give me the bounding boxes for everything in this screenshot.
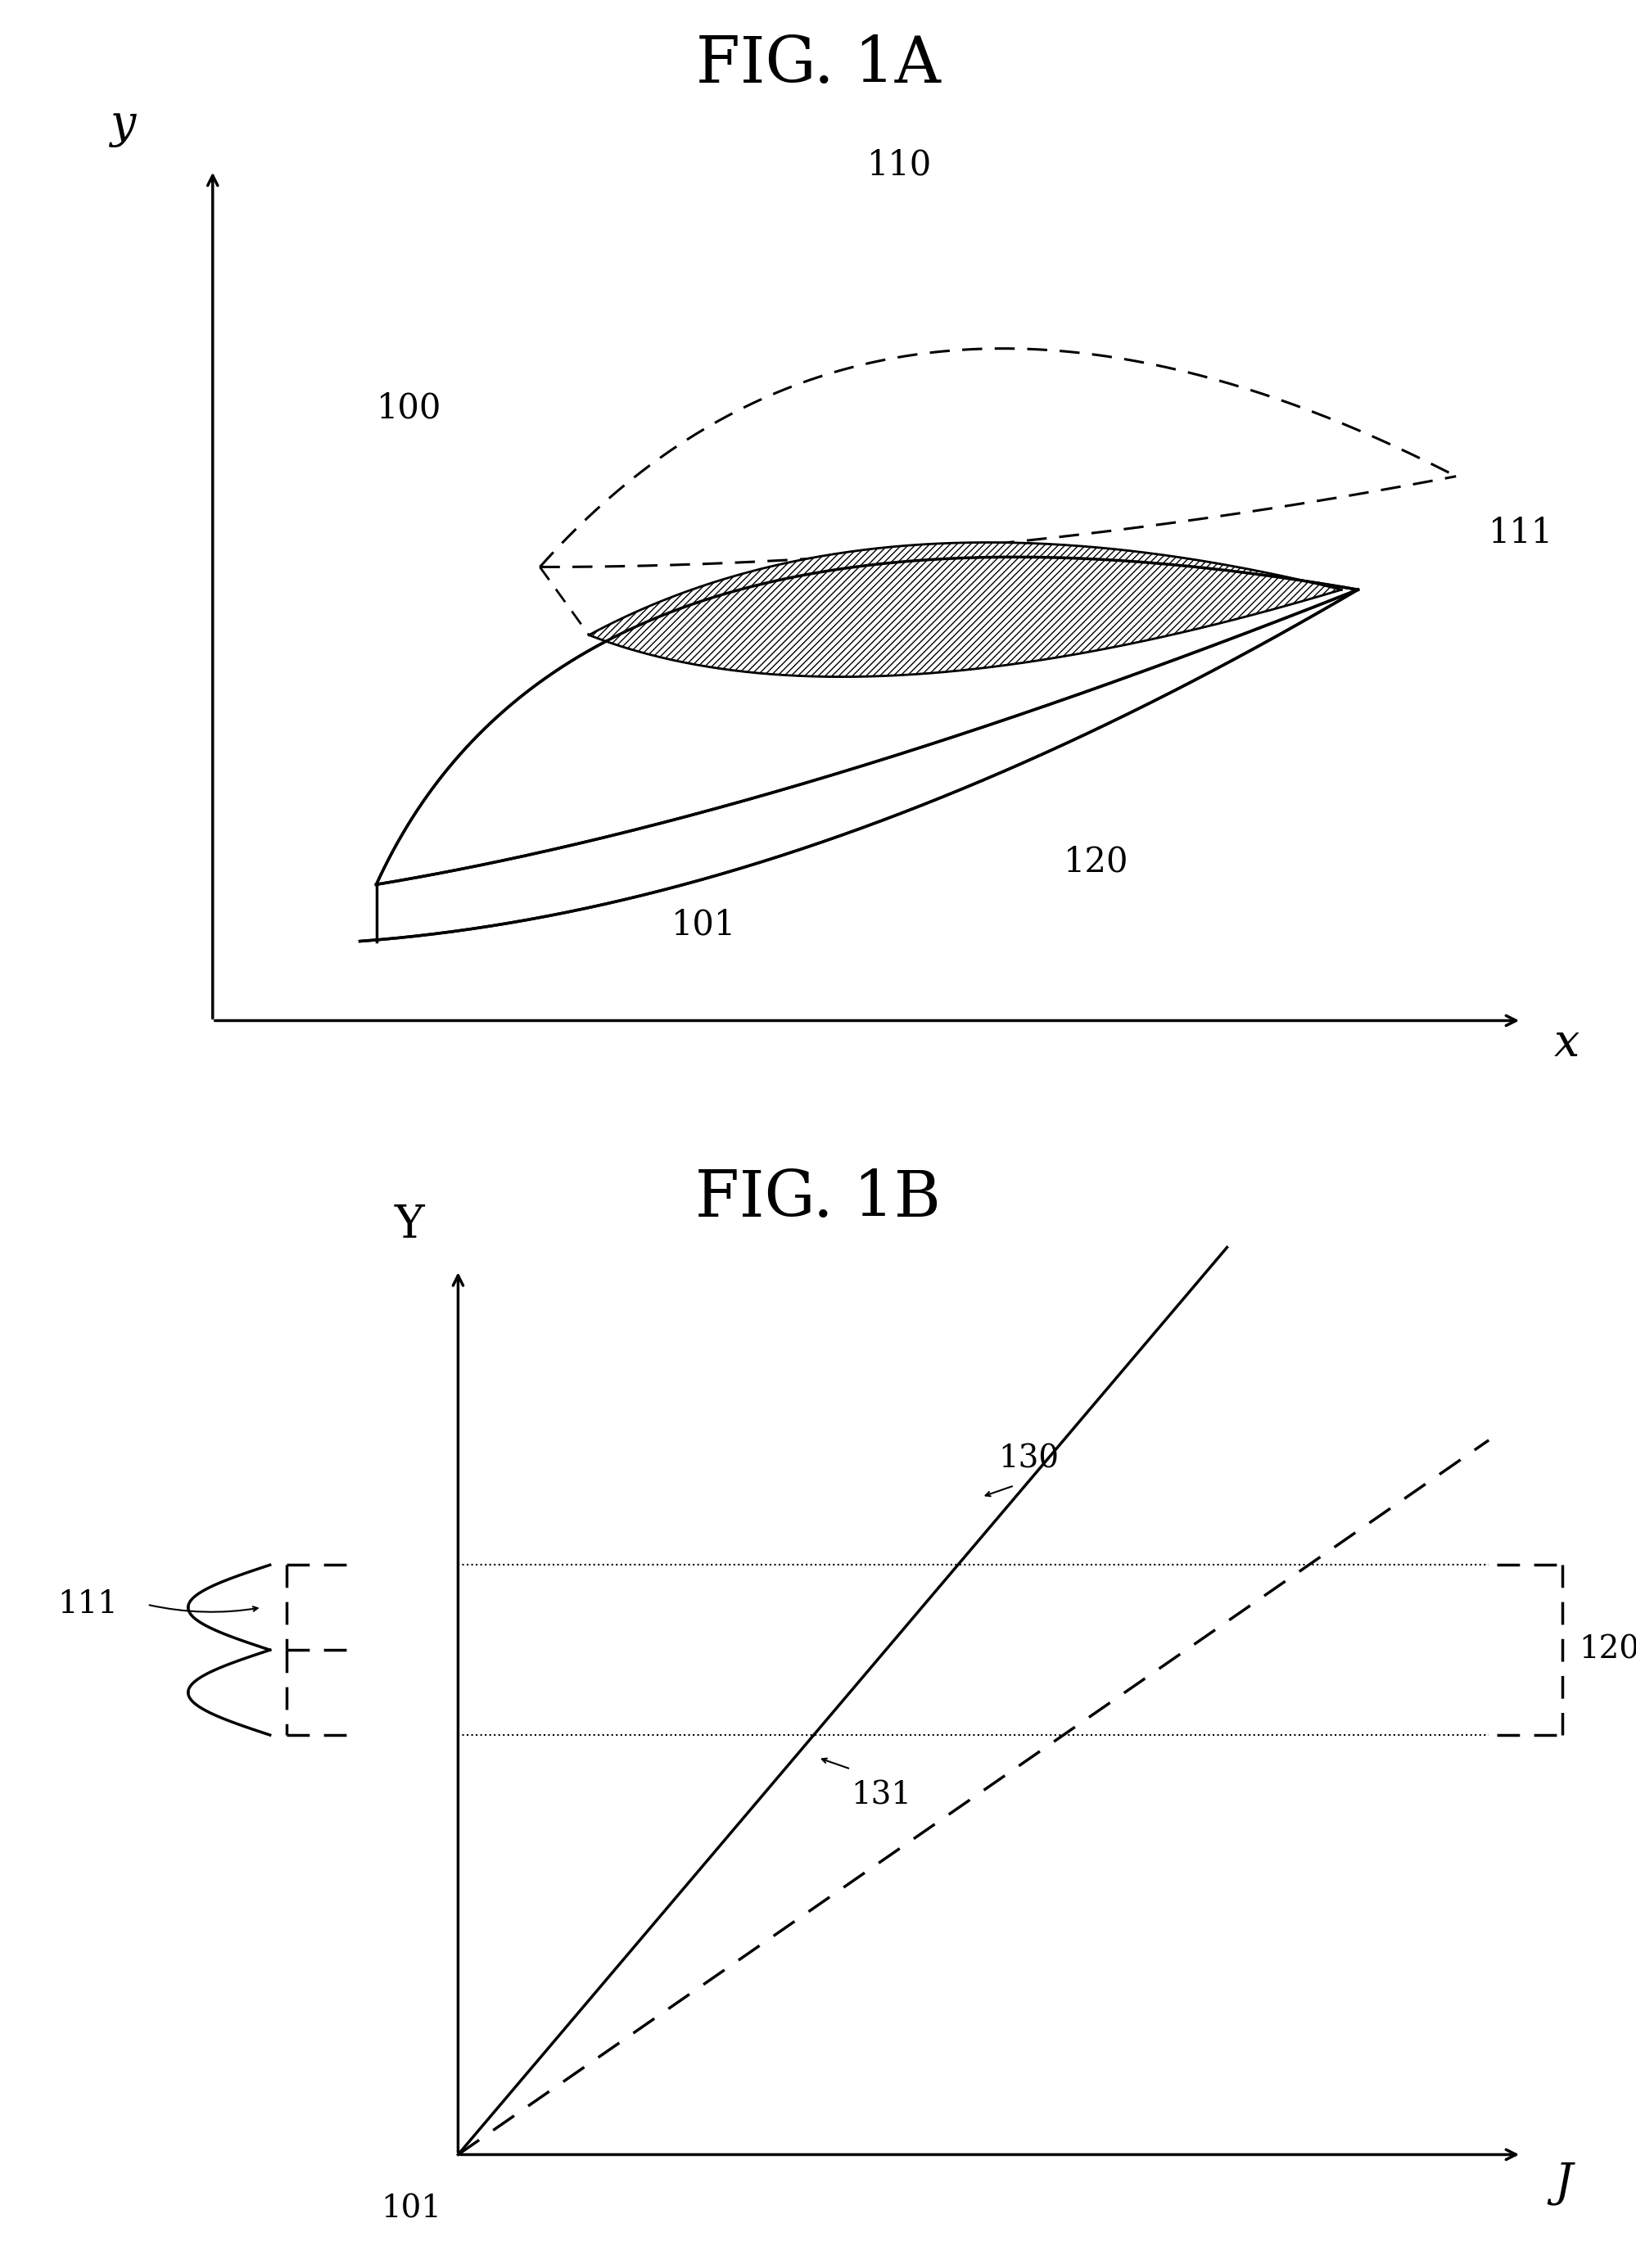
Text: 100: 100 [376, 390, 442, 426]
Text: Y: Y [394, 1202, 424, 1247]
Text: 101: 101 [671, 907, 736, 941]
Text: y: y [110, 102, 136, 147]
Text: FIG. 1B: FIG. 1B [695, 1168, 941, 1229]
Text: 101: 101 [381, 2195, 442, 2225]
Text: 120: 120 [1579, 1635, 1636, 1665]
Polygon shape [360, 590, 1358, 941]
Text: FIG. 1A: FIG. 1A [695, 34, 941, 95]
Text: 120: 120 [1063, 844, 1129, 880]
Text: 110: 110 [867, 147, 933, 181]
Text: x: x [1554, 1021, 1580, 1066]
Text: 111: 111 [1489, 515, 1554, 551]
Polygon shape [540, 349, 1456, 567]
Text: 111: 111 [57, 1590, 118, 1619]
Polygon shape [376, 558, 1358, 885]
Text: 130: 130 [998, 1445, 1058, 1474]
Text: J: J [1554, 2161, 1572, 2204]
Polygon shape [589, 542, 1342, 676]
Text: 131: 131 [851, 1780, 911, 1810]
